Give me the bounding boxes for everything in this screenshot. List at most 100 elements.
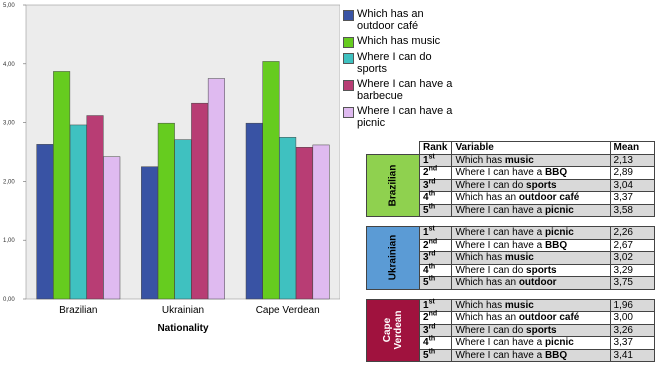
header-mean: Mean [609,141,655,155]
variable-cell: Which has an outdoor [451,276,611,290]
table-row: Brazilian 1st Which has music 2,13 [366,153,655,217]
mean-cell: 3,00 [609,311,655,325]
mean-cell: 3,29 [609,263,655,277]
y-tick-label: 0,00 [3,297,15,303]
table-row: 3rd Where I can do sports 3,26 [367,323,655,337]
bar [207,78,225,300]
table-body: Brazilian 1st Which has music 2,13 2nd Where … [366,153,655,362]
bar [103,156,121,300]
legend: Which has an outdoor café Which has music… [343,8,463,132]
rank-cell: 3rd [418,178,453,192]
bar [279,137,297,300]
x-tick-label: Brazilian [59,305,97,316]
bar [141,166,159,300]
mean-cell: 3,58 [609,203,655,217]
group-spacer [366,216,655,227]
legend-swatch [343,10,354,21]
mean-cell: 2,26 [609,226,655,240]
variable-cell: Which has music [451,153,611,167]
x-tick-label: Ukrainian [162,305,204,316]
ranking-table-wrap: Rank Variable Mean Brazilian 1st Which has… [366,141,655,362]
y-tick-label: 4,00 [3,62,15,68]
bar [53,71,71,300]
legend-label: Which has music [357,35,441,47]
variable-cell: Which has music [451,251,611,265]
spacer-cell [419,288,452,300]
bar [86,115,104,300]
variable-cell: Where I can have a picnic [451,336,611,350]
group-spacer [366,288,655,300]
x-tick-label: Cape Verdean [256,305,320,316]
table-row: Cape Verdean 1st Which has music 1,96 [366,298,655,362]
y-tick-label: 5,00 [3,3,15,9]
x-axis-title: Nationality [157,323,209,334]
nationality-cell: Cape Verdean [366,298,420,362]
bar [312,144,330,300]
header-empty [366,141,420,154]
header-variable: Variable [451,141,611,155]
variable-cell: Where I can do sports [451,263,611,277]
legend-label: Where I can do sports [357,51,432,75]
variable-cell: Where I can have a BBQ [451,166,611,180]
mean-cell: 3,02 [609,251,655,265]
variable-cell: Which has an outdoor café [451,191,611,205]
spacer-cell [451,216,611,227]
bar [295,147,313,300]
mean-cell: 2,89 [609,166,655,180]
legend-label: Where I can have a picnic [357,105,453,129]
rank-cell: 4th [418,336,453,350]
legend-item: Where I can have a picnic [343,105,463,129]
spacer-cell [366,216,420,227]
table-row: 5th Where I can have a picnic 3,58 [367,203,655,217]
rank-cell: 3rd [418,323,453,337]
nationality-label: Brazilian [387,164,399,207]
rank-cell: 2nd [418,311,453,325]
table-row: 3rd Where I can do sports 3,04 [367,178,655,192]
variable-cell: Which has an outdoor café [451,311,611,325]
y-axis: 0,00 1,00 2,00 3,00 4,00 5,00 [3,3,26,303]
rank-cell: 2nd [418,166,453,180]
mean-cell: 2,67 [609,238,655,252]
nationality-cell: Brazilian [366,153,420,217]
legend-swatch [343,37,354,48]
legend-swatch [343,107,354,118]
table-header-row: Rank Variable Mean [366,141,655,155]
mean-cell: 1,96 [609,298,655,312]
nationality-label: Ukrainian [387,234,399,281]
variable-cell: Where I can have a BBQ [451,238,611,252]
variable-cell: Where I can do sports [451,323,611,337]
legend-item: Which has music [343,35,463,48]
rank-cell: 2nd [418,238,453,252]
table-row: 3rd Which has music 3,02 [367,251,655,265]
mean-cell: 3,41 [609,348,655,362]
mean-cell: 3,37 [609,336,655,350]
table-row: Ukrainian 1st Where I can have a picnic 2,2… [366,226,655,290]
spacer-cell [610,288,655,300]
nationality-cell: Ukrainian [366,226,420,290]
x-axis: Brazilian Ukrainian Cape Verdean [59,305,319,316]
rank-cell: 5th [418,276,453,290]
y-tick-label: 1,00 [3,238,15,244]
mean-cell: 3,26 [609,323,655,337]
legend-item: Where I can do sports [343,51,463,75]
mean-cell: 3,37 [609,191,655,205]
rank-cell: 4th [418,191,453,205]
bar [174,139,192,300]
y-tick-label: 3,00 [3,121,15,127]
bar-chart: 0,00 1,00 2,00 3,00 4,00 5,00 Brazilian Ukrain… [3,3,340,334]
rank-cell: 3rd [418,251,453,265]
table-row: 4th Which has an outdoor café 3,37 [367,191,655,205]
mean-cell: 2,13 [609,153,655,167]
rank-cell: 1st [418,226,453,240]
bar [191,102,209,300]
bars [36,61,330,300]
rank-cell: 1st [418,298,453,312]
bar [69,124,87,300]
rank-cell: 4th [418,263,453,277]
table-row: 2nd Which has an outdoor café 3,00 [367,311,655,325]
variable-cell: Where I can have a BBQ [451,348,611,362]
variable-cell: Which has music [451,298,611,312]
legend-label: Which has an outdoor café [357,8,424,32]
y-tick-label: 2,00 [3,179,15,185]
variable-cell: Where I can do sports [451,178,611,192]
